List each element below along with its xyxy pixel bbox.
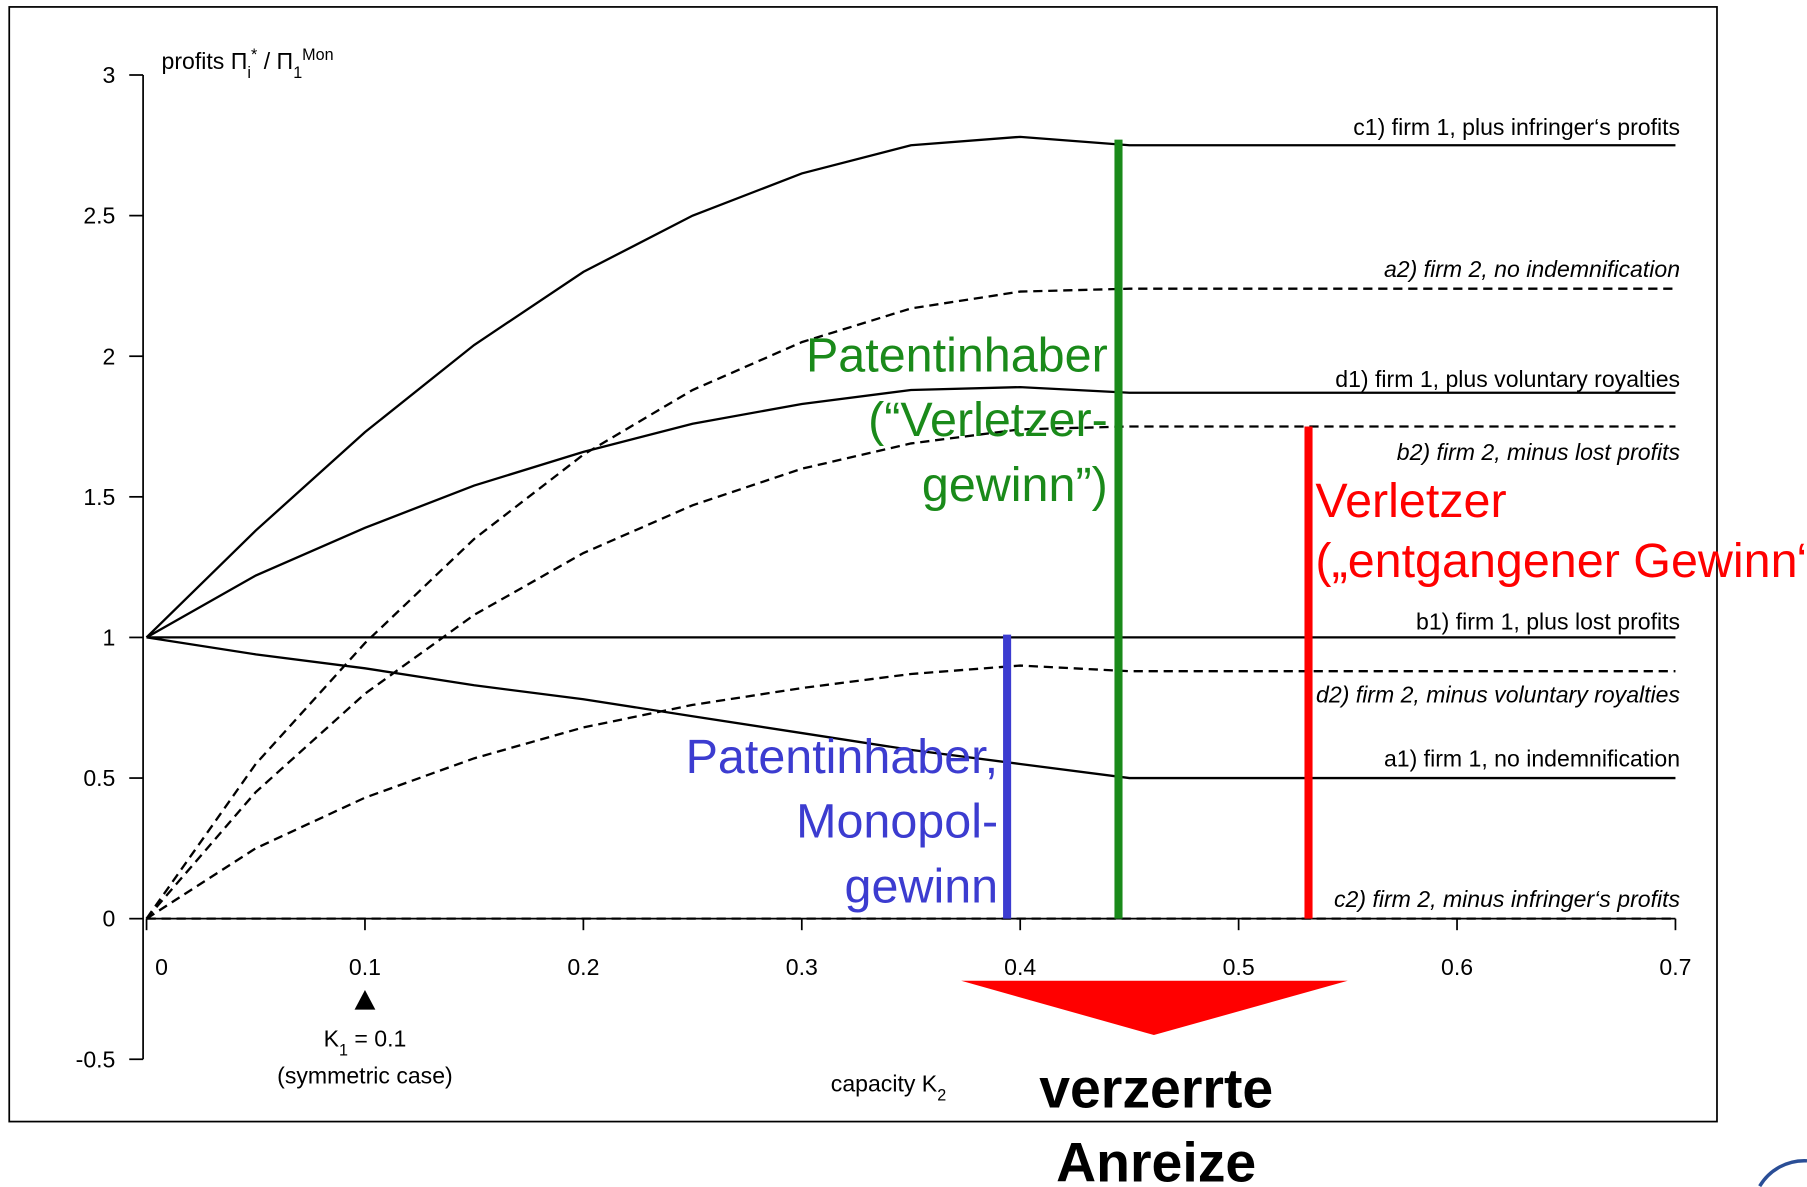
x-tick-label: 0.7 [1659, 954, 1691, 980]
y-tick-label: 0 [103, 906, 116, 932]
x-tick-label: 0.6 [1441, 954, 1473, 980]
series-label: b1) firm 1, plus lost profits [1416, 608, 1680, 634]
k1-note: (symmetric case) [277, 1062, 453, 1088]
down-arrow [961, 980, 1348, 1036]
series-label: a2) firm 2, no indemnification [1384, 256, 1680, 282]
highlight-text: („entgangener Gewinn“ [1315, 534, 1807, 588]
highlight-text: Patentinhaber, [686, 730, 999, 784]
label-part: = 0.1 [348, 1026, 406, 1052]
series-line [145, 664, 1676, 920]
highlight-text: Monopol- [796, 795, 998, 849]
series-line [145, 385, 1676, 639]
y-axis-label: profits Πi* / Π1Mon [162, 46, 334, 82]
label-part: Mon [302, 46, 333, 64]
y-tick-label: 0.5 [83, 765, 115, 791]
series-label: c1) firm 1, plus infringer‘s profits [1353, 114, 1680, 140]
y-tick-label: -0.5 [76, 1046, 116, 1072]
series-label: d2) firm 2, minus voluntary royalties [1316, 681, 1680, 707]
x-tick-label: 0 [155, 954, 168, 980]
series-label: c2) firm 2, minus infringer‘s profits [1334, 886, 1680, 912]
series-label: d1) firm 1, plus voluntary royalties [1335, 366, 1680, 392]
logo-fragment [1758, 1159, 1807, 1187]
k1-label: K1 = 0.1 [324, 1026, 407, 1060]
k1-marker [354, 990, 376, 1010]
label-part: 1 [293, 64, 302, 82]
label-part: i [247, 64, 251, 82]
highlight-text: Patentinhaber [806, 329, 1108, 383]
conclusion-text: verzerrte [1039, 1058, 1273, 1120]
y-tick-label: 1 [103, 625, 116, 651]
x-tick-label: 0.5 [1223, 954, 1255, 980]
series-line [145, 425, 1676, 920]
y-tick-label: 2.5 [83, 203, 115, 229]
highlight-text: (“Verletzer- [868, 393, 1108, 447]
frame [8, 6, 1718, 1123]
series-line [146, 636, 1676, 780]
x-tick-label: 0.3 [786, 954, 818, 980]
series-label: a1) firm 1, no indemnification [1384, 746, 1680, 772]
series-line [145, 135, 1676, 639]
x-tick-label: 0.2 [567, 954, 599, 980]
x-axis-label: capacity K2 [831, 1071, 946, 1105]
label-part: 2 [937, 1087, 946, 1105]
conclusion-text: Anreize [1056, 1132, 1256, 1187]
label-part: capacity K [831, 1071, 938, 1097]
series-label: b2) firm 2, minus lost profits [1397, 439, 1681, 465]
label-part: profits Π [162, 48, 248, 74]
x-tick-label: 0.4 [1004, 954, 1036, 980]
label-part: 1 [339, 1042, 348, 1060]
y-tick-label: 2 [103, 343, 116, 369]
label-part: * [251, 46, 258, 64]
y-tick-label: 3 [103, 62, 116, 88]
highlight-text: Verletzer [1315, 474, 1506, 528]
label-part: / Π [257, 48, 293, 74]
label-part: K [324, 1026, 340, 1052]
x-tick-label: 0.1 [349, 954, 381, 980]
highlight-text: gewinn”) [922, 458, 1108, 512]
y-tick-label: 1.5 [83, 484, 115, 510]
highlight-text: gewinn [845, 859, 999, 913]
